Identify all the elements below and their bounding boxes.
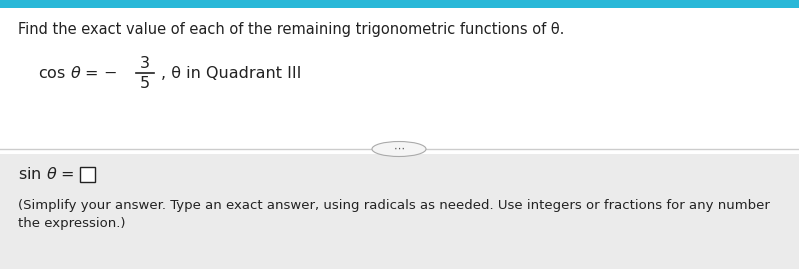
Text: 5: 5 [140, 76, 150, 90]
Bar [80, 167, 95, 182]
Text: sin $\theta$ =: sin $\theta$ = [18, 166, 74, 182]
Text: ⋯: ⋯ [393, 144, 404, 154]
Bar [0, 154, 799, 269]
Text: cos $\theta$ = $-$: cos $\theta$ = $-$ [38, 65, 117, 81]
Bar [0, 0, 799, 8]
Text: (Simplify your answer. Type an exact answer, using radicals as needed. Use integ: (Simplify your answer. Type an exact ans… [18, 199, 770, 212]
Text: the expression.): the expression.) [18, 217, 125, 230]
Ellipse shape [372, 141, 426, 157]
Text: Find the exact value of each of the remaining trigonometric functions of θ.: Find the exact value of each of the rema… [18, 22, 564, 37]
Bar [0, 0, 799, 154]
Text: 3: 3 [140, 55, 150, 70]
Text: , θ in Quadrant III: , θ in Quadrant III [161, 65, 301, 80]
